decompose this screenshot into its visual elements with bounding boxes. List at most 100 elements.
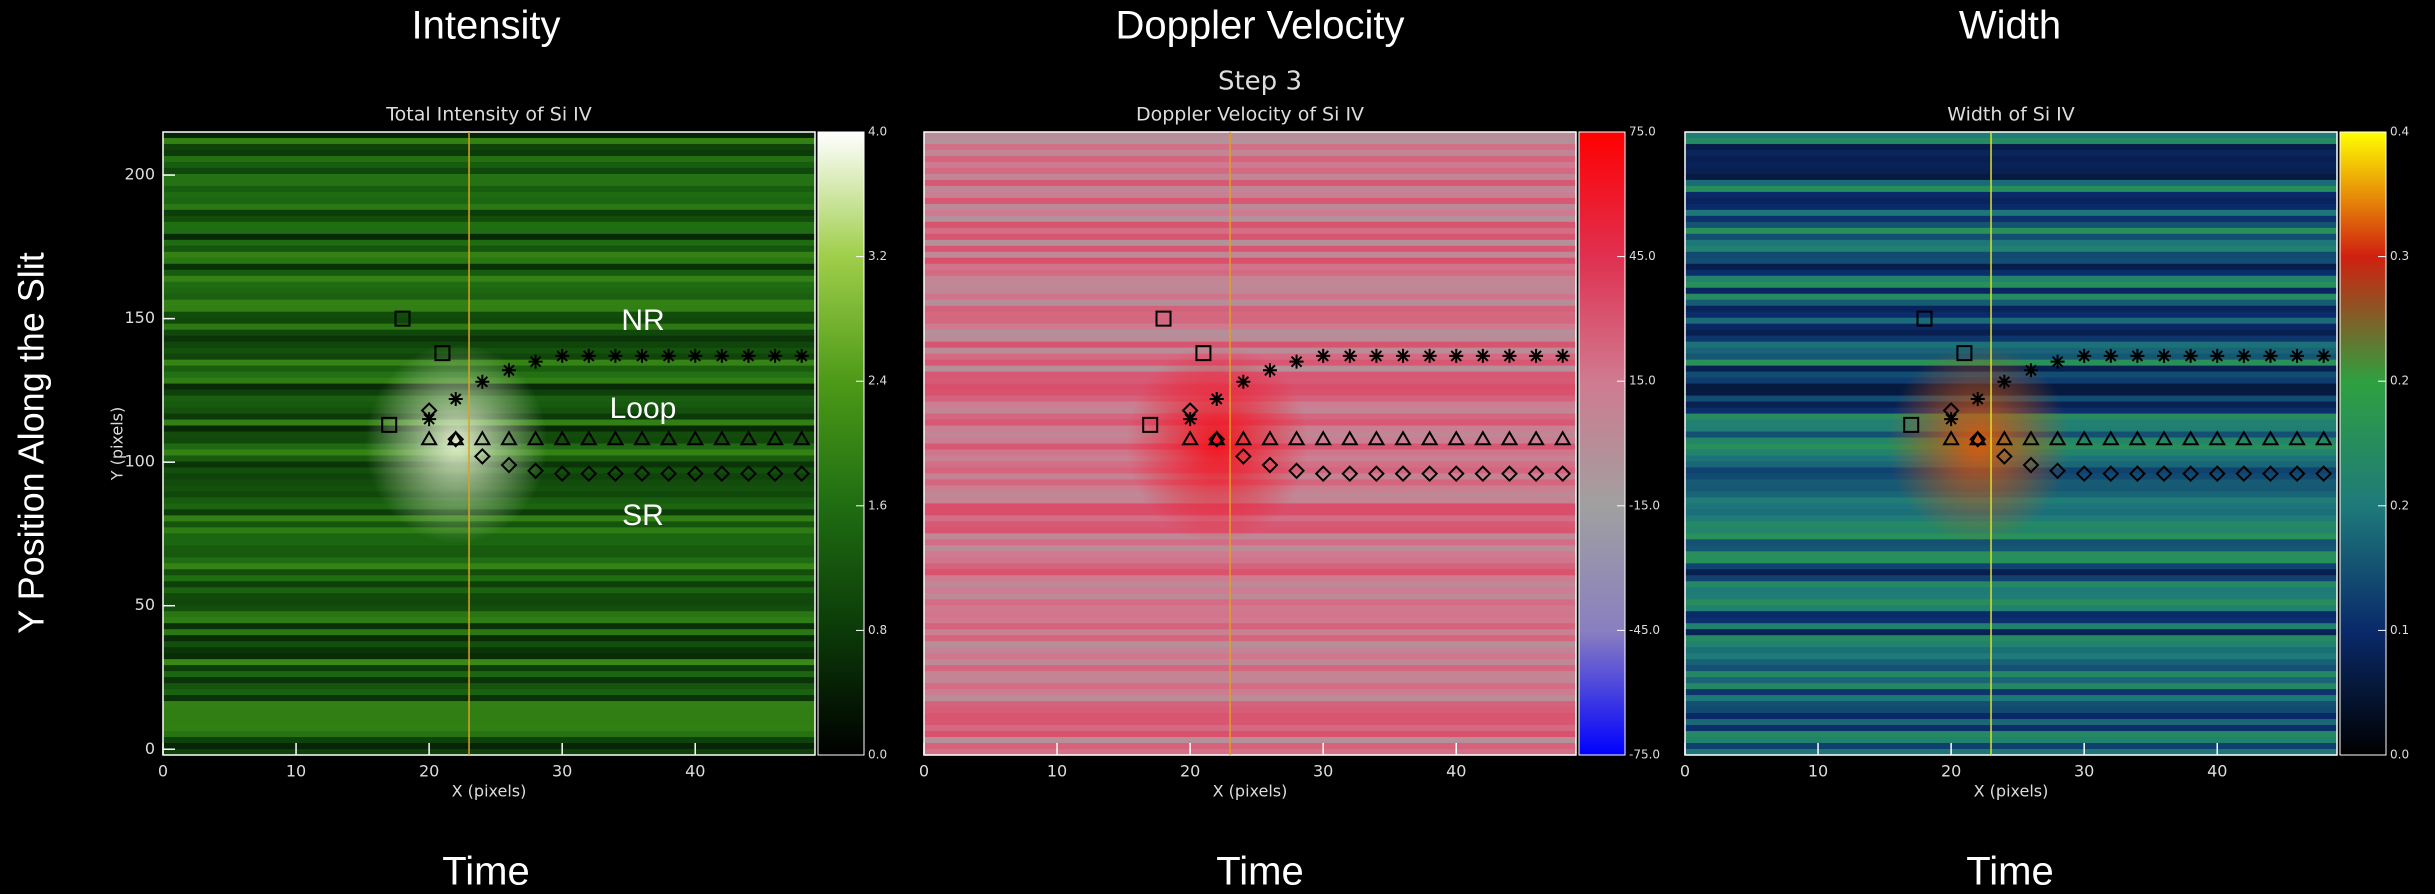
heatmap-row <box>163 281 815 289</box>
heatmap-row <box>924 689 1576 696</box>
heatmap-row <box>924 749 1576 756</box>
plot-frame <box>1684 131 2338 756</box>
heatmap-row <box>924 245 1576 253</box>
triangle-marker <box>1234 430 1253 446</box>
triangle-marker <box>2181 430 2200 446</box>
heatmap-row <box>1685 701 2337 708</box>
triangle-marker <box>473 430 492 446</box>
heatmap-row <box>924 287 1576 295</box>
heatmap-row <box>163 299 815 307</box>
colorbar-tick-label: 75.0 <box>1629 125 1656 139</box>
triangle-marker <box>500 430 518 446</box>
triangle-marker <box>633 430 651 446</box>
asterisk-marker <box>2023 363 2038 378</box>
asterisk-marker <box>608 348 623 363</box>
heatmap-row <box>924 311 1576 319</box>
heatmap-row <box>1685 209 2337 217</box>
heatmap-row <box>163 719 815 726</box>
heatmap-row <box>1685 539 2337 546</box>
heatmap-row <box>1685 737 2337 744</box>
heatmap-row <box>1685 575 2337 582</box>
triangle-marker <box>1261 430 1279 446</box>
asterisk-marker <box>2183 348 2198 363</box>
square-marker <box>1195 345 1212 362</box>
square-marker <box>381 416 398 433</box>
triangle-marker <box>580 430 598 446</box>
heatmap-row <box>163 149 815 157</box>
heatmap-row <box>163 293 815 301</box>
square-marker <box>394 310 411 327</box>
heatmap-row <box>163 197 815 205</box>
heatmap-row <box>924 683 1576 690</box>
heatmap-row <box>924 599 1576 606</box>
heatmap-row <box>163 689 815 696</box>
heatmap-row <box>1685 707 2337 714</box>
heatmap-row <box>163 659 815 666</box>
heatmap-row <box>163 569 815 576</box>
heatmap-row <box>924 317 1576 325</box>
square-marker <box>1956 345 1973 362</box>
heatmap-row <box>924 132 1576 139</box>
heatmap-row <box>163 179 815 187</box>
x-tick-label: 10 <box>1808 762 1828 781</box>
diamond-marker <box>1394 465 1412 483</box>
heatmap <box>1685 132 2337 756</box>
heatmap-row <box>1685 173 2337 181</box>
heatmap-row <box>924 221 1576 229</box>
annotation: NR <box>621 304 664 337</box>
heatmap-row <box>163 311 815 319</box>
triangle-marker <box>2075 430 2093 446</box>
triangle-marker <box>2235 430 2253 446</box>
x-tick-label: 20 <box>1941 762 1961 781</box>
heatmap-row <box>1685 323 2337 331</box>
heatmap-row <box>924 215 1576 223</box>
heatmap-row <box>163 191 815 199</box>
heatmap-row <box>163 737 815 744</box>
diamond-marker <box>2288 465 2306 483</box>
heatmap-row <box>163 239 815 247</box>
triangle-marker <box>1527 430 1545 446</box>
panel-title: Width of Si IV <box>1947 104 2075 126</box>
heatmap-row <box>1685 275 2337 283</box>
triangle-marker <box>1474 430 1492 446</box>
triangle-marker <box>1420 430 1439 446</box>
heatmap-row <box>163 209 815 217</box>
triangle-marker <box>1394 430 1412 446</box>
heatmap-row <box>1685 329 2337 337</box>
square-marker <box>1916 310 1933 327</box>
diamond-marker <box>1969 430 1987 448</box>
heatmap-row <box>924 635 1576 642</box>
heatmap-row <box>1685 641 2337 648</box>
diamond-marker <box>1234 448 1252 465</box>
x-tick-label: 30 <box>2074 762 2094 781</box>
heatmap-row <box>163 317 815 325</box>
colorbar-tick-label: 3.2 <box>868 249 887 263</box>
heatmap-row <box>1685 269 2337 277</box>
diamond-marker <box>1208 430 1226 448</box>
triangle-marker <box>766 430 784 446</box>
asterisk-marker <box>2130 348 2145 363</box>
diamond-marker <box>1554 465 1572 483</box>
heatmap-row <box>1685 132 2337 139</box>
triangle-marker <box>1207 430 1226 446</box>
diamond-marker <box>553 465 571 483</box>
heatmap-row <box>924 545 1576 552</box>
asterisk-marker <box>2236 348 2251 363</box>
heatmap-row <box>163 539 815 546</box>
asterisk-marker <box>1502 348 1517 363</box>
colorbar-tick-label: 0.3 <box>2390 249 2409 263</box>
diamond-marker <box>2182 465 2200 483</box>
triangle-marker <box>526 430 545 446</box>
triangle-marker <box>1968 430 1987 446</box>
y-tick-label: 50 <box>135 595 155 614</box>
colorbar-tick-label: -15.0 <box>1629 498 1660 512</box>
heatmap-row <box>924 143 1576 151</box>
heatmap-row <box>924 653 1576 660</box>
heatmap-row <box>163 275 815 283</box>
heatmap-row <box>1685 635 2337 642</box>
triangle-marker <box>553 430 571 446</box>
asterisk-marker <box>2290 348 2305 363</box>
heatmap-row <box>1685 629 2337 636</box>
heatmap-row <box>163 611 815 618</box>
colorbar-tick-label: 0.2 <box>2390 374 2409 388</box>
